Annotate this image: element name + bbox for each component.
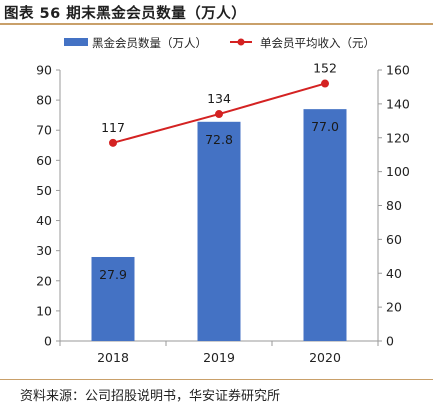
left-tick-label: 90: [36, 63, 52, 78]
bottom-divider: [0, 379, 433, 380]
left-tick-label: 10: [36, 303, 52, 318]
line-value-label: 152: [313, 61, 337, 76]
left-tick-label: 50: [36, 183, 52, 198]
right-tick-label: 140: [386, 96, 410, 111]
line-series: 117 134 152: [101, 61, 337, 147]
left-tick-label: 60: [36, 153, 52, 168]
right-tick-label: 120: [386, 130, 410, 145]
legend-line-label: 单会员平均收入（元）: [260, 36, 375, 50]
line-value-label: 134: [207, 91, 231, 106]
top-divider: [0, 23, 433, 25]
figure-title: 图表 56 期末黑金会员数量（万人）: [4, 6, 247, 22]
source-note: 资料来源：公司招股说明书，华安证券研究所: [20, 389, 281, 404]
bar-series: 27.9 72.8 77.0: [91, 109, 347, 342]
left-tick-label: 30: [36, 243, 52, 258]
line-point-2019: [215, 110, 223, 119]
combo-chart: 黑金会员数量（万人） 单会员平均收入（元） 0 10 20 30 40 50 60 70 80 9…: [36, 36, 410, 366]
bar-value-label: 27.9: [99, 267, 127, 282]
x-tick-label: 2019: [203, 350, 235, 365]
right-tick-label: 80: [386, 198, 402, 213]
chart-axes: 0 10 20 30 40 50 60 70 80 90 0 20 40 60 80 100 120 140 160…: [36, 63, 410, 366]
line-point-2020: [321, 79, 329, 88]
x-tick-label: 2018: [97, 350, 129, 365]
left-tick-label: 0: [44, 334, 52, 349]
right-tick-label: 40: [386, 266, 402, 281]
bar-value-label: 77.0: [311, 119, 339, 134]
x-tick-label: 2020: [309, 350, 341, 365]
left-tick-label: 80: [36, 93, 52, 108]
right-tick-label: 20: [386, 300, 402, 315]
right-tick-label: 60: [386, 232, 402, 247]
right-tick-label: 0: [386, 334, 394, 349]
legend-bar-swatch: [64, 38, 88, 46]
bar-2018: [91, 256, 135, 341]
left-tick-label: 20: [36, 273, 52, 288]
right-tick-label: 160: [386, 63, 410, 78]
right-tick-label: 100: [386, 164, 410, 179]
chart-legend: 黑金会员数量（万人） 单会员平均收入（元）: [64, 36, 375, 50]
legend-line-marker: [237, 38, 245, 46]
bar-value-label: 72.8: [205, 132, 233, 147]
bar-2019: [197, 121, 241, 342]
left-tick-label: 70: [36, 123, 52, 138]
bar-2020: [303, 109, 347, 342]
line-value-label: 117: [101, 120, 125, 135]
line-point-2018: [109, 138, 117, 147]
left-tick-label: 40: [36, 213, 52, 228]
legend-bar-label: 黑金会员数量（万人）: [92, 36, 207, 50]
